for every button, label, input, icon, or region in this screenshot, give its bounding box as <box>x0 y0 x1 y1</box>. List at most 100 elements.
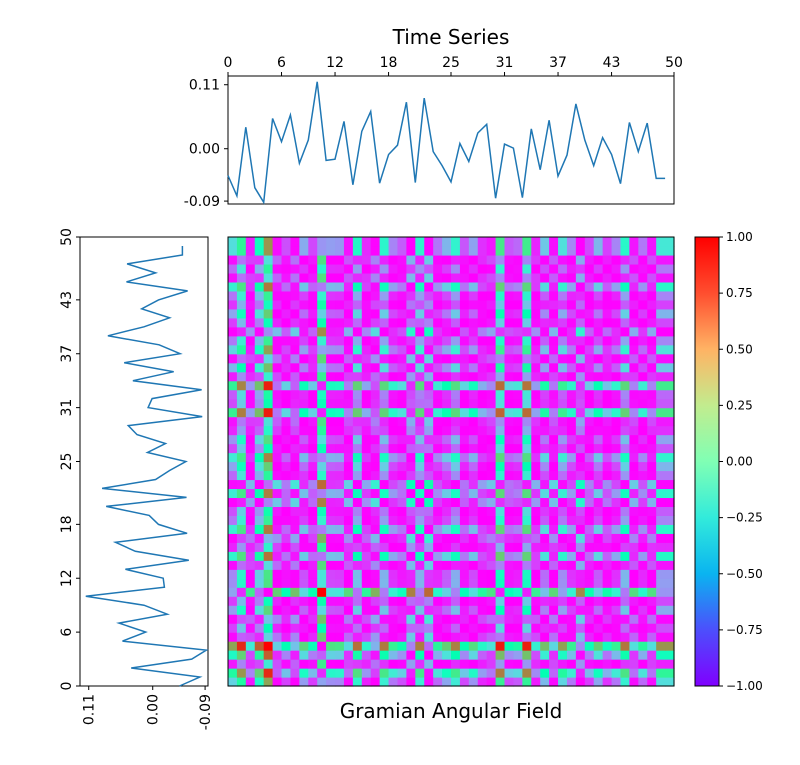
heatmap-cell <box>361 398 372 409</box>
heatmap-cell <box>326 533 336 543</box>
heatmap-cell <box>549 677 559 687</box>
heatmap-cell <box>343 650 354 660</box>
heatmap-cell <box>397 335 407 346</box>
heatmap-cell <box>522 353 532 364</box>
heatmap-cell <box>254 560 265 570</box>
heatmap-cell <box>370 623 381 633</box>
heatmap-cell <box>290 425 300 436</box>
heatmap-cell <box>477 533 488 543</box>
heatmap-cell <box>415 344 425 355</box>
heatmap-cell <box>343 245 354 256</box>
heatmap-cell <box>665 641 675 651</box>
heatmap-cell <box>504 677 515 687</box>
heatmap-cell <box>575 497 586 507</box>
heatmap-cell <box>629 443 639 454</box>
heatmap-cell <box>370 488 381 499</box>
heatmap-cell <box>352 407 363 418</box>
heatmap-cell <box>477 614 488 624</box>
heatmap-cell <box>397 434 407 445</box>
heatmap-cell <box>228 281 238 292</box>
heatmap-cell <box>308 677 318 687</box>
heatmap-cell <box>245 596 256 606</box>
heatmap-cell <box>245 560 256 570</box>
heatmap-cell <box>388 237 399 247</box>
heatmap-cell <box>343 443 354 454</box>
top-ytick-label: 0.11 <box>189 78 220 94</box>
heatmap-cell <box>459 677 470 687</box>
heatmap-cell <box>620 326 630 337</box>
heatmap-cell <box>406 650 416 660</box>
heatmap-cell <box>290 605 300 615</box>
heatmap-cell <box>602 254 613 265</box>
heatmap-cell <box>272 362 283 373</box>
heatmap-cell <box>602 344 613 355</box>
heatmap-cell <box>290 245 300 256</box>
colorbar-gradient <box>694 236 720 687</box>
heatmap-cell <box>361 434 372 445</box>
heatmap-cell <box>584 524 595 534</box>
heatmap-cell <box>254 515 265 525</box>
heatmap-cell <box>602 461 613 472</box>
heatmap-cell <box>245 551 256 561</box>
heatmap-cell <box>522 308 532 319</box>
heatmap-cell <box>665 668 675 678</box>
heatmap-cell <box>290 632 300 642</box>
heatmap-cell <box>558 461 568 472</box>
heatmap-cell <box>361 237 372 247</box>
heatmap-cell <box>656 398 666 409</box>
heatmap-cell <box>468 470 479 481</box>
heatmap-cell <box>335 650 345 660</box>
top-ytick-label: -0.09 <box>184 194 220 210</box>
heatmap-cell <box>665 317 675 328</box>
heatmap-cell <box>299 344 309 355</box>
heatmap-cell <box>504 506 515 516</box>
heatmap-cell <box>486 362 497 373</box>
heatmap-cell <box>549 668 559 678</box>
heatmap-cell <box>290 587 300 597</box>
heatmap-cell <box>254 281 265 292</box>
heatmap-cell <box>593 263 604 274</box>
heatmap-cell <box>486 578 497 588</box>
heatmap-cell <box>433 434 443 445</box>
heatmap-cell <box>236 237 247 247</box>
heatmap-cell <box>397 668 407 678</box>
heatmap-cell <box>415 254 425 265</box>
heatmap-cell <box>228 326 238 337</box>
top-xtick-label: 37 <box>549 55 567 71</box>
heatmap-cell <box>665 290 675 301</box>
heatmap-cell <box>379 632 390 642</box>
heatmap-cell <box>433 569 443 579</box>
heatmap-cell <box>468 416 479 427</box>
heatmap-cell <box>245 497 256 507</box>
heatmap-cell <box>522 533 532 543</box>
heatmap-cell <box>477 344 488 355</box>
heatmap-cell <box>343 461 354 472</box>
heatmap-cell <box>620 578 630 588</box>
heatmap-cell <box>575 281 586 292</box>
heatmap-cell <box>317 254 327 265</box>
heatmap-cell <box>281 614 292 624</box>
heatmap-cell <box>522 650 532 660</box>
heatmap-cell <box>656 353 666 364</box>
heatmap-cell <box>290 650 300 660</box>
heatmap-cell <box>549 362 559 373</box>
heatmap-cell <box>379 353 390 364</box>
heatmap-cell <box>566 641 577 651</box>
heatmap-cell <box>379 344 390 355</box>
heatmap-cell <box>584 461 595 472</box>
heatmap-cell <box>575 668 586 678</box>
heatmap-cell <box>263 308 274 319</box>
heatmap-cell <box>611 605 622 615</box>
heatmap-cell <box>317 506 327 516</box>
heatmap-cell <box>424 443 434 454</box>
heatmap-cell <box>593 596 604 606</box>
heatmap-cell <box>575 506 586 516</box>
heatmap-cell <box>299 668 309 678</box>
heatmap-cell <box>602 290 613 301</box>
heatmap-cell <box>442 560 452 570</box>
heatmap-cell <box>540 542 550 552</box>
heatmap-cell <box>566 443 577 454</box>
heatmap-cell <box>656 452 666 463</box>
heatmap-cell <box>245 632 256 642</box>
heatmap-cell <box>343 335 354 346</box>
